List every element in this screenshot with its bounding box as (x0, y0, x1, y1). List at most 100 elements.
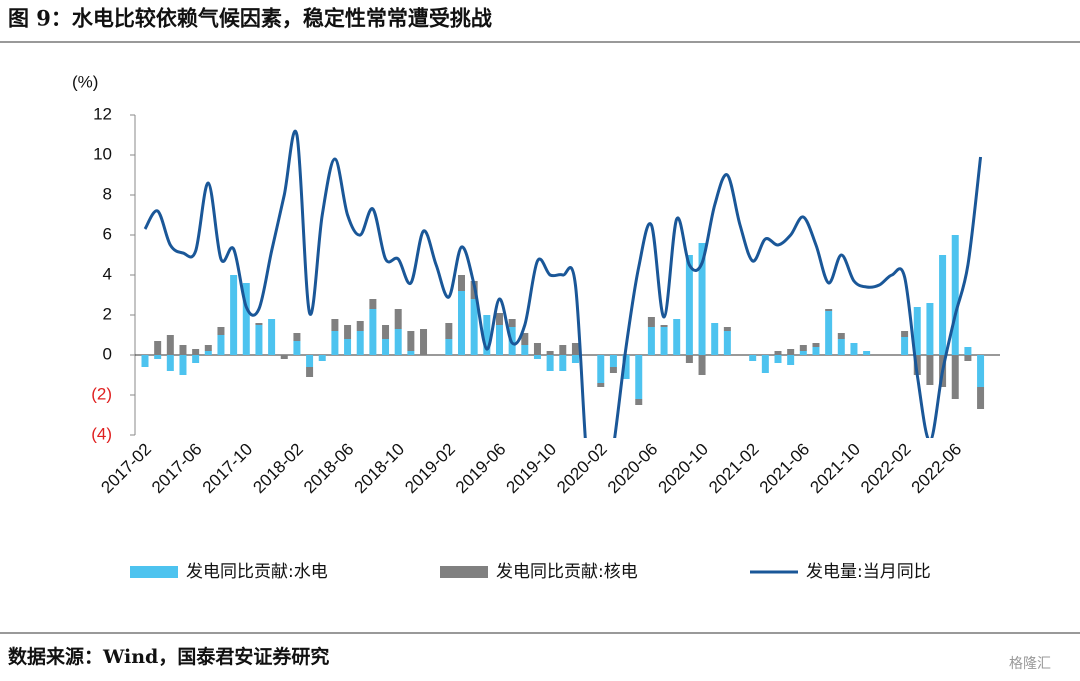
bar (533, 355, 541, 359)
bar (521, 333, 529, 345)
chart-title: 图 9：水电比较依赖气候因素，稳定性常常遭受挑战 (8, 6, 492, 31)
bar (926, 355, 934, 385)
bar (825, 309, 833, 311)
bar (850, 343, 858, 355)
bar (394, 309, 402, 329)
bar (521, 345, 529, 355)
bar (774, 351, 782, 355)
bar (280, 355, 288, 359)
x-tick-label: 2019-06 (452, 440, 510, 498)
bar (559, 345, 567, 355)
x-tick-label: 2022-02 (857, 440, 915, 498)
bar (255, 325, 263, 355)
bar (445, 323, 453, 339)
bar (179, 355, 187, 375)
y-tick-label: 12 (93, 104, 112, 123)
bar (217, 335, 225, 355)
bar (799, 345, 807, 351)
bar (571, 343, 579, 355)
bar (242, 283, 250, 355)
bar (749, 355, 757, 361)
bar (723, 327, 731, 331)
bar (774, 355, 782, 363)
legend-label: 发电量:当月同比 (806, 562, 931, 582)
bar (470, 299, 478, 355)
bar (407, 331, 415, 351)
bar (825, 311, 833, 355)
bar (268, 319, 276, 355)
bar (787, 355, 795, 365)
legend-label: 发电同比贡献:水电 (186, 562, 328, 582)
y-tick-label: 10 (93, 144, 112, 163)
bar (293, 341, 301, 355)
x-tick-label: 2018-10 (351, 440, 409, 498)
x-tick-label: 2020-06 (604, 440, 662, 498)
bar (230, 275, 238, 355)
y-tick-label: 8 (103, 184, 112, 203)
bar (306, 355, 314, 367)
bar (508, 319, 516, 327)
bar (635, 399, 643, 405)
x-tick-label: 2019-10 (503, 440, 561, 498)
bar (255, 323, 263, 325)
legend-label: 发电同比贡献:核电 (496, 562, 638, 582)
bar (673, 319, 681, 355)
bar (154, 355, 162, 359)
bar (318, 355, 326, 361)
bar (495, 313, 503, 325)
bar (179, 345, 187, 355)
bar (407, 351, 415, 355)
bar (546, 355, 554, 371)
x-tick-label: 2018-06 (300, 440, 358, 498)
source: 数据来源：Wind，国泰君安证券研究 (8, 645, 329, 668)
bar (977, 355, 985, 387)
bar (217, 327, 225, 335)
bar (559, 355, 567, 371)
bar (331, 319, 339, 331)
bar (812, 347, 820, 355)
bar (609, 367, 617, 373)
bar (660, 325, 668, 327)
bar (698, 355, 706, 375)
bar (382, 339, 390, 355)
bar (597, 383, 605, 387)
bar (837, 333, 845, 339)
bar (863, 351, 871, 355)
bar (458, 291, 465, 355)
bar (951, 235, 959, 355)
bar (622, 355, 630, 379)
y-unit: (%) (72, 72, 98, 91)
bar (571, 355, 579, 363)
bar (939, 255, 947, 355)
bar (344, 339, 352, 355)
bar (369, 299, 377, 309)
y-tick-label: (4) (91, 424, 112, 443)
bar (723, 331, 731, 355)
legend-swatch (440, 566, 488, 578)
y-tick-label: (2) (91, 384, 112, 403)
x-tick-label: 2020-10 (654, 440, 712, 498)
bar (812, 343, 820, 347)
bar (495, 325, 503, 355)
bar (761, 355, 769, 373)
bar (837, 339, 845, 355)
watermark: 格隆汇 (1009, 656, 1051, 672)
x-tick-label: 2017-10 (199, 440, 257, 498)
line (143, 129, 983, 438)
bar (685, 255, 693, 355)
bar (166, 335, 174, 355)
bar (685, 355, 693, 363)
bar (787, 349, 795, 355)
bar (204, 345, 212, 351)
bar (154, 341, 162, 355)
plot-area (141, 129, 985, 438)
bar (951, 355, 959, 399)
bar (533, 343, 541, 355)
bar (698, 243, 706, 355)
bar (977, 387, 985, 409)
bar (420, 329, 428, 355)
bar (369, 309, 377, 355)
bar (382, 325, 390, 339)
legend-swatch (130, 566, 178, 578)
